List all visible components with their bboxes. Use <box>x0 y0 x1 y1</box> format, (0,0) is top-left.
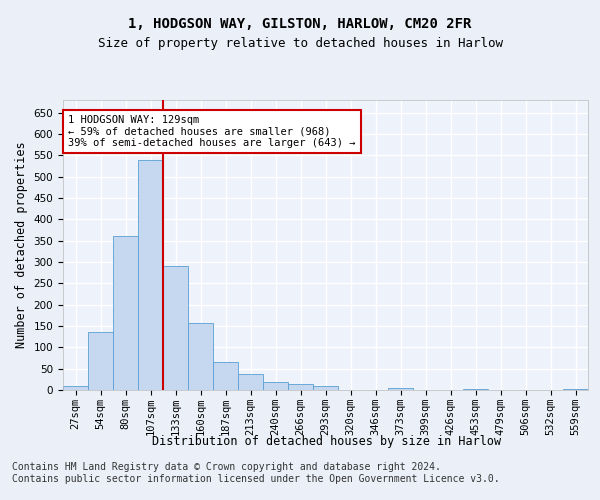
Text: Contains HM Land Registry data © Crown copyright and database right 2024.
Contai: Contains HM Land Registry data © Crown c… <box>12 462 500 484</box>
Bar <box>238 374 263 390</box>
Bar <box>63 386 88 390</box>
Bar <box>313 386 338 390</box>
Bar <box>188 322 213 390</box>
Bar <box>463 388 488 390</box>
Bar <box>563 388 588 390</box>
Bar <box>138 160 163 390</box>
Text: Distribution of detached houses by size in Harlow: Distribution of detached houses by size … <box>152 435 502 448</box>
Bar <box>113 236 138 390</box>
Bar <box>163 266 188 390</box>
Text: 1 HODGSON WAY: 129sqm
← 59% of detached houses are smaller (968)
39% of semi-det: 1 HODGSON WAY: 129sqm ← 59% of detached … <box>68 115 355 148</box>
Bar <box>88 332 113 390</box>
Text: 1, HODGSON WAY, GILSTON, HARLOW, CM20 2FR: 1, HODGSON WAY, GILSTON, HARLOW, CM20 2F… <box>128 18 472 32</box>
Text: Size of property relative to detached houses in Harlow: Size of property relative to detached ho… <box>97 38 503 51</box>
Bar <box>388 388 413 390</box>
Bar <box>288 384 313 390</box>
Y-axis label: Number of detached properties: Number of detached properties <box>15 142 28 348</box>
Bar <box>213 362 238 390</box>
Bar <box>263 382 288 390</box>
